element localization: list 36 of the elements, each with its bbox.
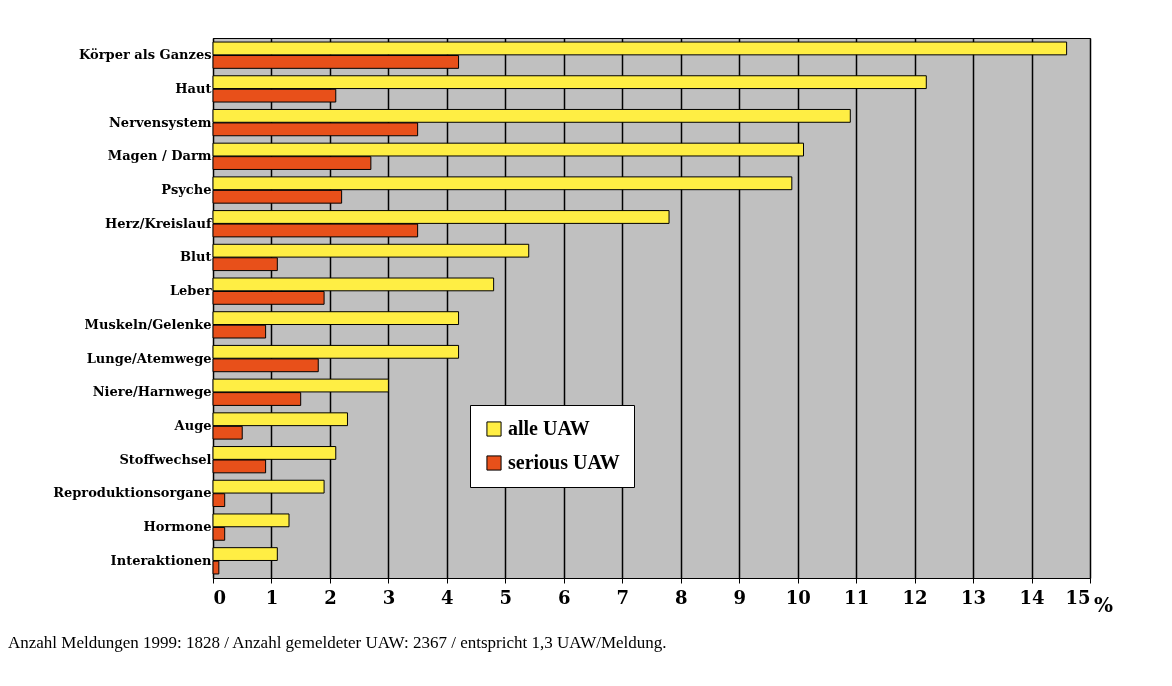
y-tick-label: Niere/Harnwege — [92, 384, 212, 400]
y-tick-label: Leber — [169, 283, 212, 299]
y-tick-label: Muskeln/Gelenke — [84, 316, 212, 332]
x-tick-label: 7 — [616, 586, 630, 608]
y-tick-label: Psyche — [161, 182, 212, 198]
x-tick-label: 4 — [441, 586, 454, 608]
x-tick-label: 15 — [1065, 586, 1091, 608]
y-tick-label: Magen / Darm — [107, 148, 212, 164]
x-tick-label: 3 — [382, 586, 396, 608]
legend-label: alle UAW — [508, 417, 590, 439]
x-tick-label: 13 — [961, 586, 987, 608]
x-tick-label: 10 — [785, 586, 811, 608]
x-tick-label: 14 — [1019, 586, 1045, 608]
x-tick-label: 12 — [902, 586, 928, 608]
y-tick-label: Körper als Ganzes — [79, 47, 212, 63]
y-tick-label: Herz/Kreislauf — [104, 215, 213, 231]
text: Anzahl Meldungen 1999: 1828 / Anzahl gemeldeter UAW: 2367 / entspricht 1,3 UAW/Meldung. — [8, 633, 667, 652]
y-tick-label: Stoffwechsel — [119, 451, 212, 467]
y-tick-label: Interaktionen — [110, 552, 213, 568]
y-tick-label: Reproduktionsorgane — [53, 485, 212, 501]
y-tick-label: Nervensystem — [108, 114, 212, 130]
y-tick-label: Auge — [173, 417, 212, 433]
y-tick-label: Blut — [180, 249, 212, 265]
x-tick-label: 8 — [674, 586, 688, 608]
x-tick-label: 9 — [733, 586, 746, 608]
x-tick-label: 5 — [499, 586, 513, 608]
x-tick-label: 0 — [213, 586, 227, 608]
legend-label: serious UAW — [508, 451, 620, 473]
x-tick-label: 1 — [265, 586, 279, 608]
x-axis-title: % — [1093, 592, 1114, 617]
y-tick-label: Hormone — [143, 519, 212, 535]
x-tick-label: 6 — [558, 586, 571, 608]
y-tick-label: Haut — [175, 80, 212, 96]
x-tick-label: 2 — [324, 586, 337, 608]
y-tick-label: Lunge/Atemwege — [86, 350, 212, 366]
x-tick-label: 11 — [844, 586, 870, 608]
